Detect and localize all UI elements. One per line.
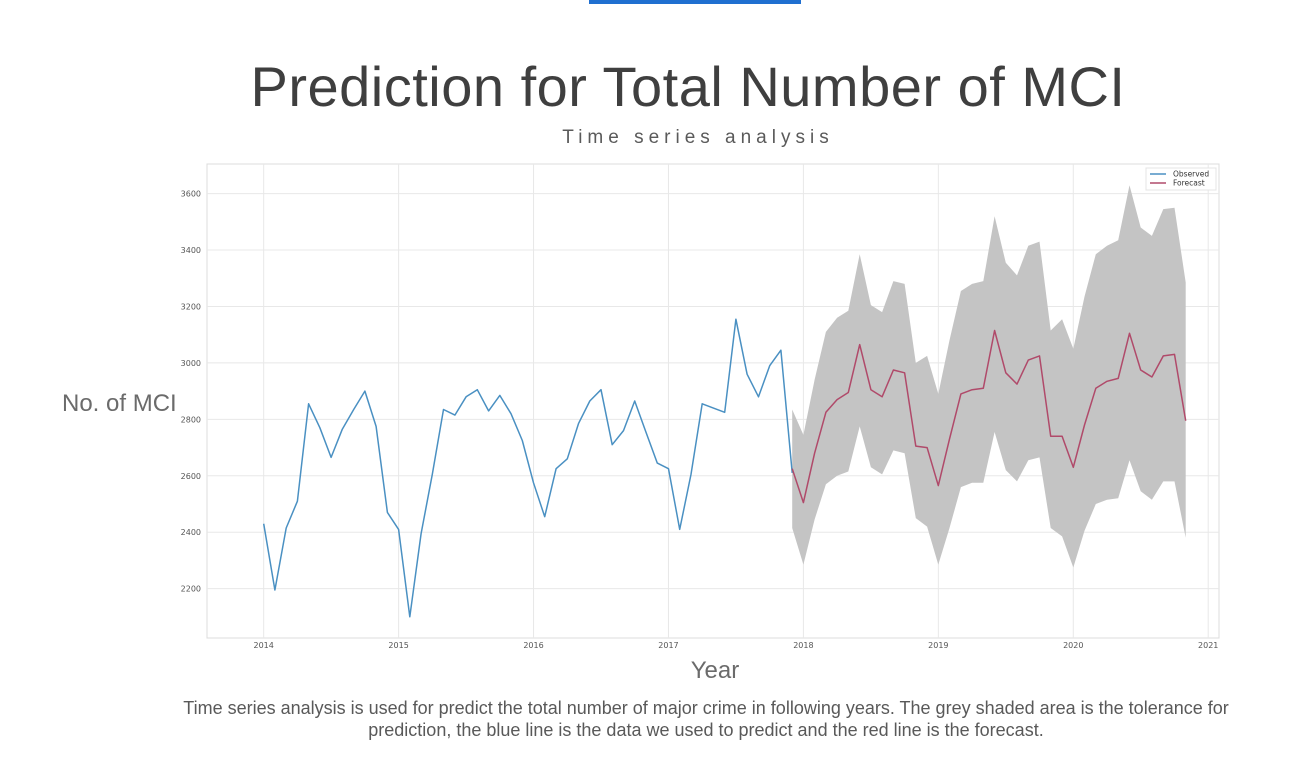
forecast-confidence-band: [792, 185, 1186, 568]
x-tick-label: 2017: [658, 641, 678, 650]
y-tick-label: 2800: [181, 415, 201, 424]
forecast-series-line: [791, 329, 1187, 504]
x-tick-label: 2015: [388, 641, 408, 650]
y-tick-label: 3400: [181, 246, 201, 255]
x-tick-label: 2021: [1198, 641, 1218, 650]
y-tick-label: 2200: [181, 585, 201, 594]
y-axis-label: No. of MCI: [62, 390, 177, 417]
top-accent-bar: [589, 0, 801, 4]
observed-series-line: [262, 318, 793, 618]
x-tick-label: 2014: [253, 641, 273, 650]
y-tick-label: 3600: [181, 190, 201, 199]
x-tick-label: 2020: [1063, 641, 1083, 650]
chart-caption: Time series analysis is used for predict…: [183, 698, 1229, 740]
x-axis-label: Year: [690, 657, 740, 684]
x-tick-label: 2016: [523, 641, 543, 650]
legend-label-forecast: Forecast: [1173, 179, 1205, 188]
legend-label-observed: Observed: [1173, 170, 1209, 179]
y-tick-label: 2400: [181, 528, 201, 537]
y-tick-label: 2600: [181, 472, 201, 481]
y-tick-label: 3000: [181, 359, 201, 368]
y-tick-label: 3200: [181, 302, 201, 311]
x-tick-label: 2019: [928, 641, 948, 650]
x-tick-label: 2018: [793, 641, 813, 650]
page-subtitle: Time series analysis: [562, 127, 834, 148]
page-title: Prediction for Total Number of MCI: [250, 55, 1126, 118]
